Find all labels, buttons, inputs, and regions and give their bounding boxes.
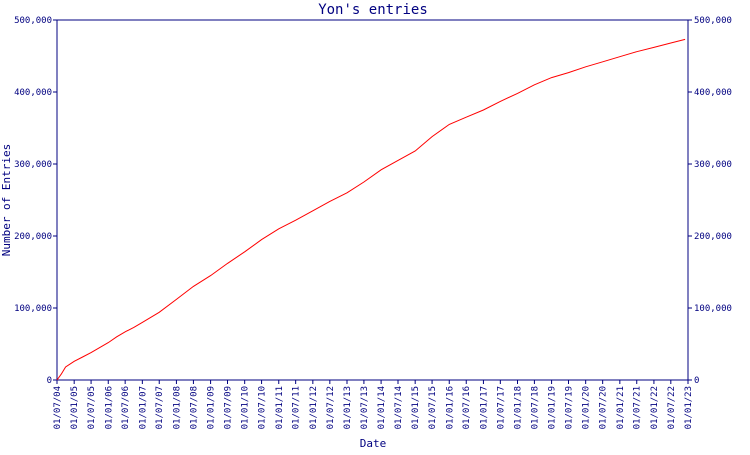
y-tick-label-right: 400,000 [694,88,732,98]
series-line [56,38,686,381]
y-tick-label-right: 200,000 [694,232,732,242]
x-tick-label: 01/01/16 [445,386,455,429]
y-tick-label-left: 300,000 [14,160,52,170]
x-tick-label: 01/07/21 [633,386,643,429]
x-tick-label: 01/07/20 [599,386,609,429]
x-tick-label: 01/01/19 [548,386,558,429]
x-tick-label: 01/07/19 [564,386,574,429]
x-tick-label: 01/07/05 [87,386,97,429]
x-tick-label: 01/07/17 [496,386,506,429]
x-tick-label: 01/01/15 [411,386,421,429]
x-tick-label: 01/01/22 [650,386,660,429]
chart-title: Yon's entries [318,2,428,18]
y-tick-label-right: 0 [694,376,699,386]
x-tick-label: 01/07/10 [258,386,268,429]
y-tick-label-left: 0 [47,376,52,386]
x-tick-label: 01/07/18 [530,386,540,429]
x-tick-label: 01/01/21 [616,386,626,429]
x-tick-label: 01/01/08 [172,386,182,429]
plot-frame [56,19,689,381]
x-tick-label: 01/07/15 [428,386,438,429]
x-tick-label: 01/07/08 [189,386,199,429]
x-tick-label: 01/07/04 [53,386,63,429]
y-tick-label-right: 300,000 [694,160,732,170]
x-axis-label: Date [360,437,387,450]
x-tick-label: 01/01/13 [343,386,353,429]
x-tick-label: 01/01/18 [514,386,524,429]
x-tick-label: 01/07/12 [326,386,336,429]
x-tick-label: 01/01/10 [241,386,251,429]
y-tick-label-right: 500,000 [694,16,732,26]
x-tick-label: 01/01/20 [582,386,592,429]
x-tick-label: 01/01/06 [104,386,114,429]
x-tick-label: 01/07/16 [462,386,472,429]
x-tick-label: 01/07/22 [667,386,677,429]
y-tick-label-left: 500,000 [14,16,52,26]
x-tick-label: 01/01/07 [138,386,148,429]
x-tick-label: 01/01/12 [309,386,319,429]
y-axis-label: Number of Entries [0,144,13,257]
x-tick-label: 01/01/23 [684,386,694,429]
x-tick-label: 01/07/06 [121,386,131,429]
x-tick-label: 01/07/11 [292,386,302,429]
x-tick-label: 01/07/13 [360,386,370,429]
x-tick-label: 01/01/17 [479,386,489,429]
x-tick-label: 01/07/07 [155,386,165,429]
y-tick-label-left: 200,000 [14,232,52,242]
x-tick-label: 01/01/11 [275,386,285,429]
x-tick-label: 01/07/09 [223,386,233,429]
y-tick-label-right: 100,000 [694,304,732,314]
x-tick-label: 01/01/14 [377,386,387,429]
x-tick-label: 01/01/09 [207,386,217,429]
y-tick-label-left: 100,000 [14,304,52,314]
x-tick-label: 01/07/14 [394,386,404,429]
x-tick-label: 01/01/05 [70,386,80,429]
y-tick-label-left: 400,000 [14,88,52,98]
